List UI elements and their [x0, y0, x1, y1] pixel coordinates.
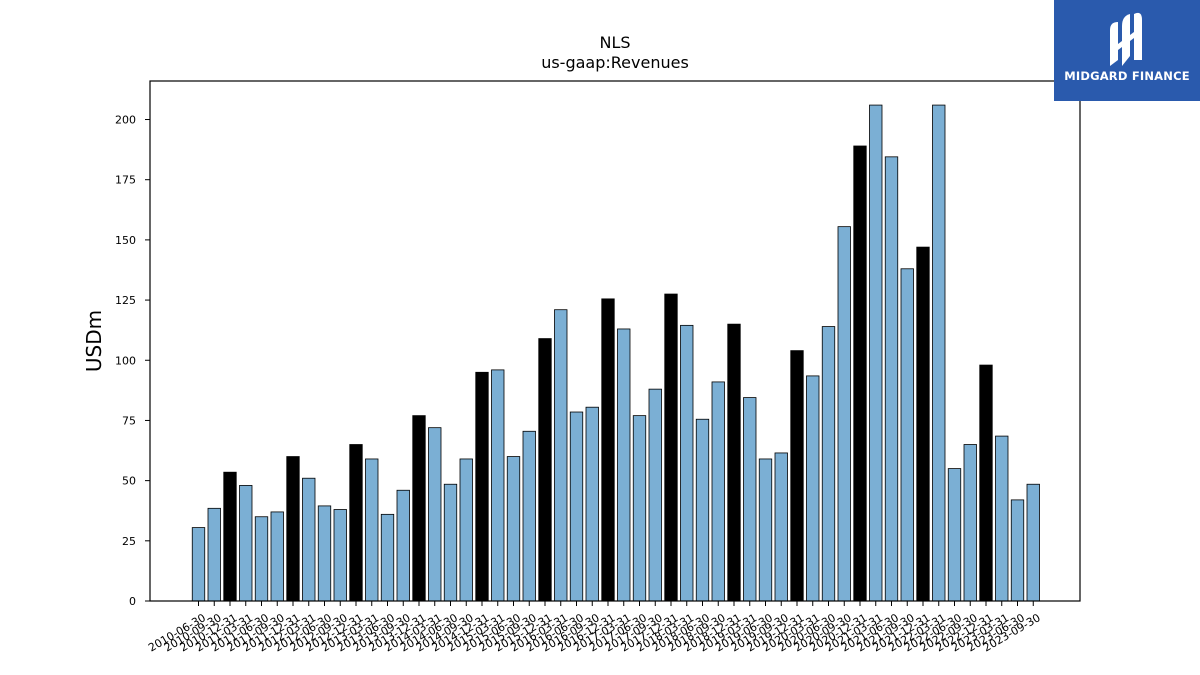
y-tick-label: 100: [115, 354, 136, 367]
y-tick-label: 50: [122, 475, 136, 488]
bar-2017-12-31: [664, 293, 678, 602]
x-axis-ticks: 2010-06-302010-09-302010-12-312011-03-31…: [146, 601, 1043, 654]
bar-2016-03-31: [554, 309, 568, 602]
y-axis-label: USDm: [82, 310, 106, 372]
bar-2020-03-31: [806, 375, 820, 602]
bar-2018-03-31: [680, 324, 694, 602]
bar-2010-12-31: [223, 471, 237, 602]
bar-2015-09-30: [522, 430, 536, 602]
bar-2015-06-30: [506, 456, 521, 602]
bar-2020-06-30: [821, 326, 836, 602]
bar-2022-03-31: [932, 104, 946, 602]
bar-2019-09-30: [774, 452, 788, 602]
bar-2013-03-31: [365, 458, 379, 602]
bar-2010-09-30: [207, 507, 221, 602]
bar-2022-12-31: [979, 364, 993, 602]
bar-2014-12-31: [475, 371, 489, 602]
bars-layer: [191, 104, 1040, 602]
bar-2022-06-30: [947, 468, 962, 602]
bar-2011-06-30: [254, 516, 269, 602]
bar-2022-09-30: [963, 444, 977, 602]
bar-2021-06-30: [884, 156, 899, 602]
bar-2017-03-31: [617, 328, 631, 602]
bar-2013-06-30: [380, 513, 395, 602]
bar-2011-03-31: [239, 485, 253, 602]
bar-2018-09-30: [711, 381, 725, 602]
bar-2010-06-30: [191, 527, 206, 602]
bar-2023-03-31: [995, 435, 1009, 602]
bar-2014-09-30: [459, 458, 473, 602]
bar-2012-09-30: [333, 509, 347, 602]
y-tick-label: 75: [122, 414, 136, 427]
y-tick-label: 150: [115, 234, 136, 247]
chart-title: NLS: [599, 33, 630, 52]
bar-2019-03-31: [743, 397, 757, 602]
y-tick-label: 25: [122, 535, 136, 548]
bar-2013-12-31: [412, 415, 426, 602]
bar-2015-03-31: [491, 369, 505, 602]
bar-2016-12-31: [601, 298, 615, 602]
bar-2020-09-30: [837, 226, 851, 602]
plot-frame: [149, 80, 1081, 602]
bar-2017-09-30: [648, 388, 662, 602]
bar-2019-12-31: [790, 350, 804, 602]
y-tick-label: 200: [115, 114, 136, 127]
bar-2017-06-30: [632, 415, 647, 602]
bar-2021-03-31: [869, 104, 883, 602]
bar-2018-12-31: [727, 323, 741, 602]
midgard-logo-mark-icon: [1110, 12, 1142, 66]
y-tick-label: 0: [129, 595, 136, 608]
bar-2012-03-31: [302, 477, 316, 602]
bar-2021-09-30: [900, 268, 914, 602]
bar-2016-09-30: [585, 406, 599, 602]
y-axis-ticks: 0 25 50 75 100 125 150 175 200: [115, 114, 150, 608]
bar-2011-09-30: [270, 511, 284, 602]
bar-2012-12-31: [349, 444, 363, 602]
bar-2020-12-31: [853, 145, 867, 602]
bar-2016-06-30: [569, 411, 584, 602]
bar-2023-06-30: [1010, 499, 1025, 602]
logo-text: MIDGARD FINANCE: [1064, 69, 1190, 83]
bar-2014-03-31: [428, 427, 442, 602]
bar-2021-12-31: [916, 246, 930, 602]
midgard-finance-logo: MIDGARD FINANCE: [1054, 0, 1200, 101]
bar-2019-06-30: [758, 458, 773, 602]
y-tick-label: 125: [115, 294, 136, 307]
bar-2018-06-30: [695, 418, 710, 602]
bar-2014-06-30: [443, 483, 458, 602]
y-tick-label: 175: [115, 174, 136, 187]
bar-2015-12-31: [538, 338, 552, 602]
bar-2011-12-31: [286, 456, 300, 602]
bar-2013-09-30: [396, 489, 410, 602]
chart-subtitle: us-gaap:Revenues: [541, 53, 689, 72]
bar-2023-09-30: [1026, 483, 1040, 602]
bar-2012-06-30: [317, 505, 332, 602]
